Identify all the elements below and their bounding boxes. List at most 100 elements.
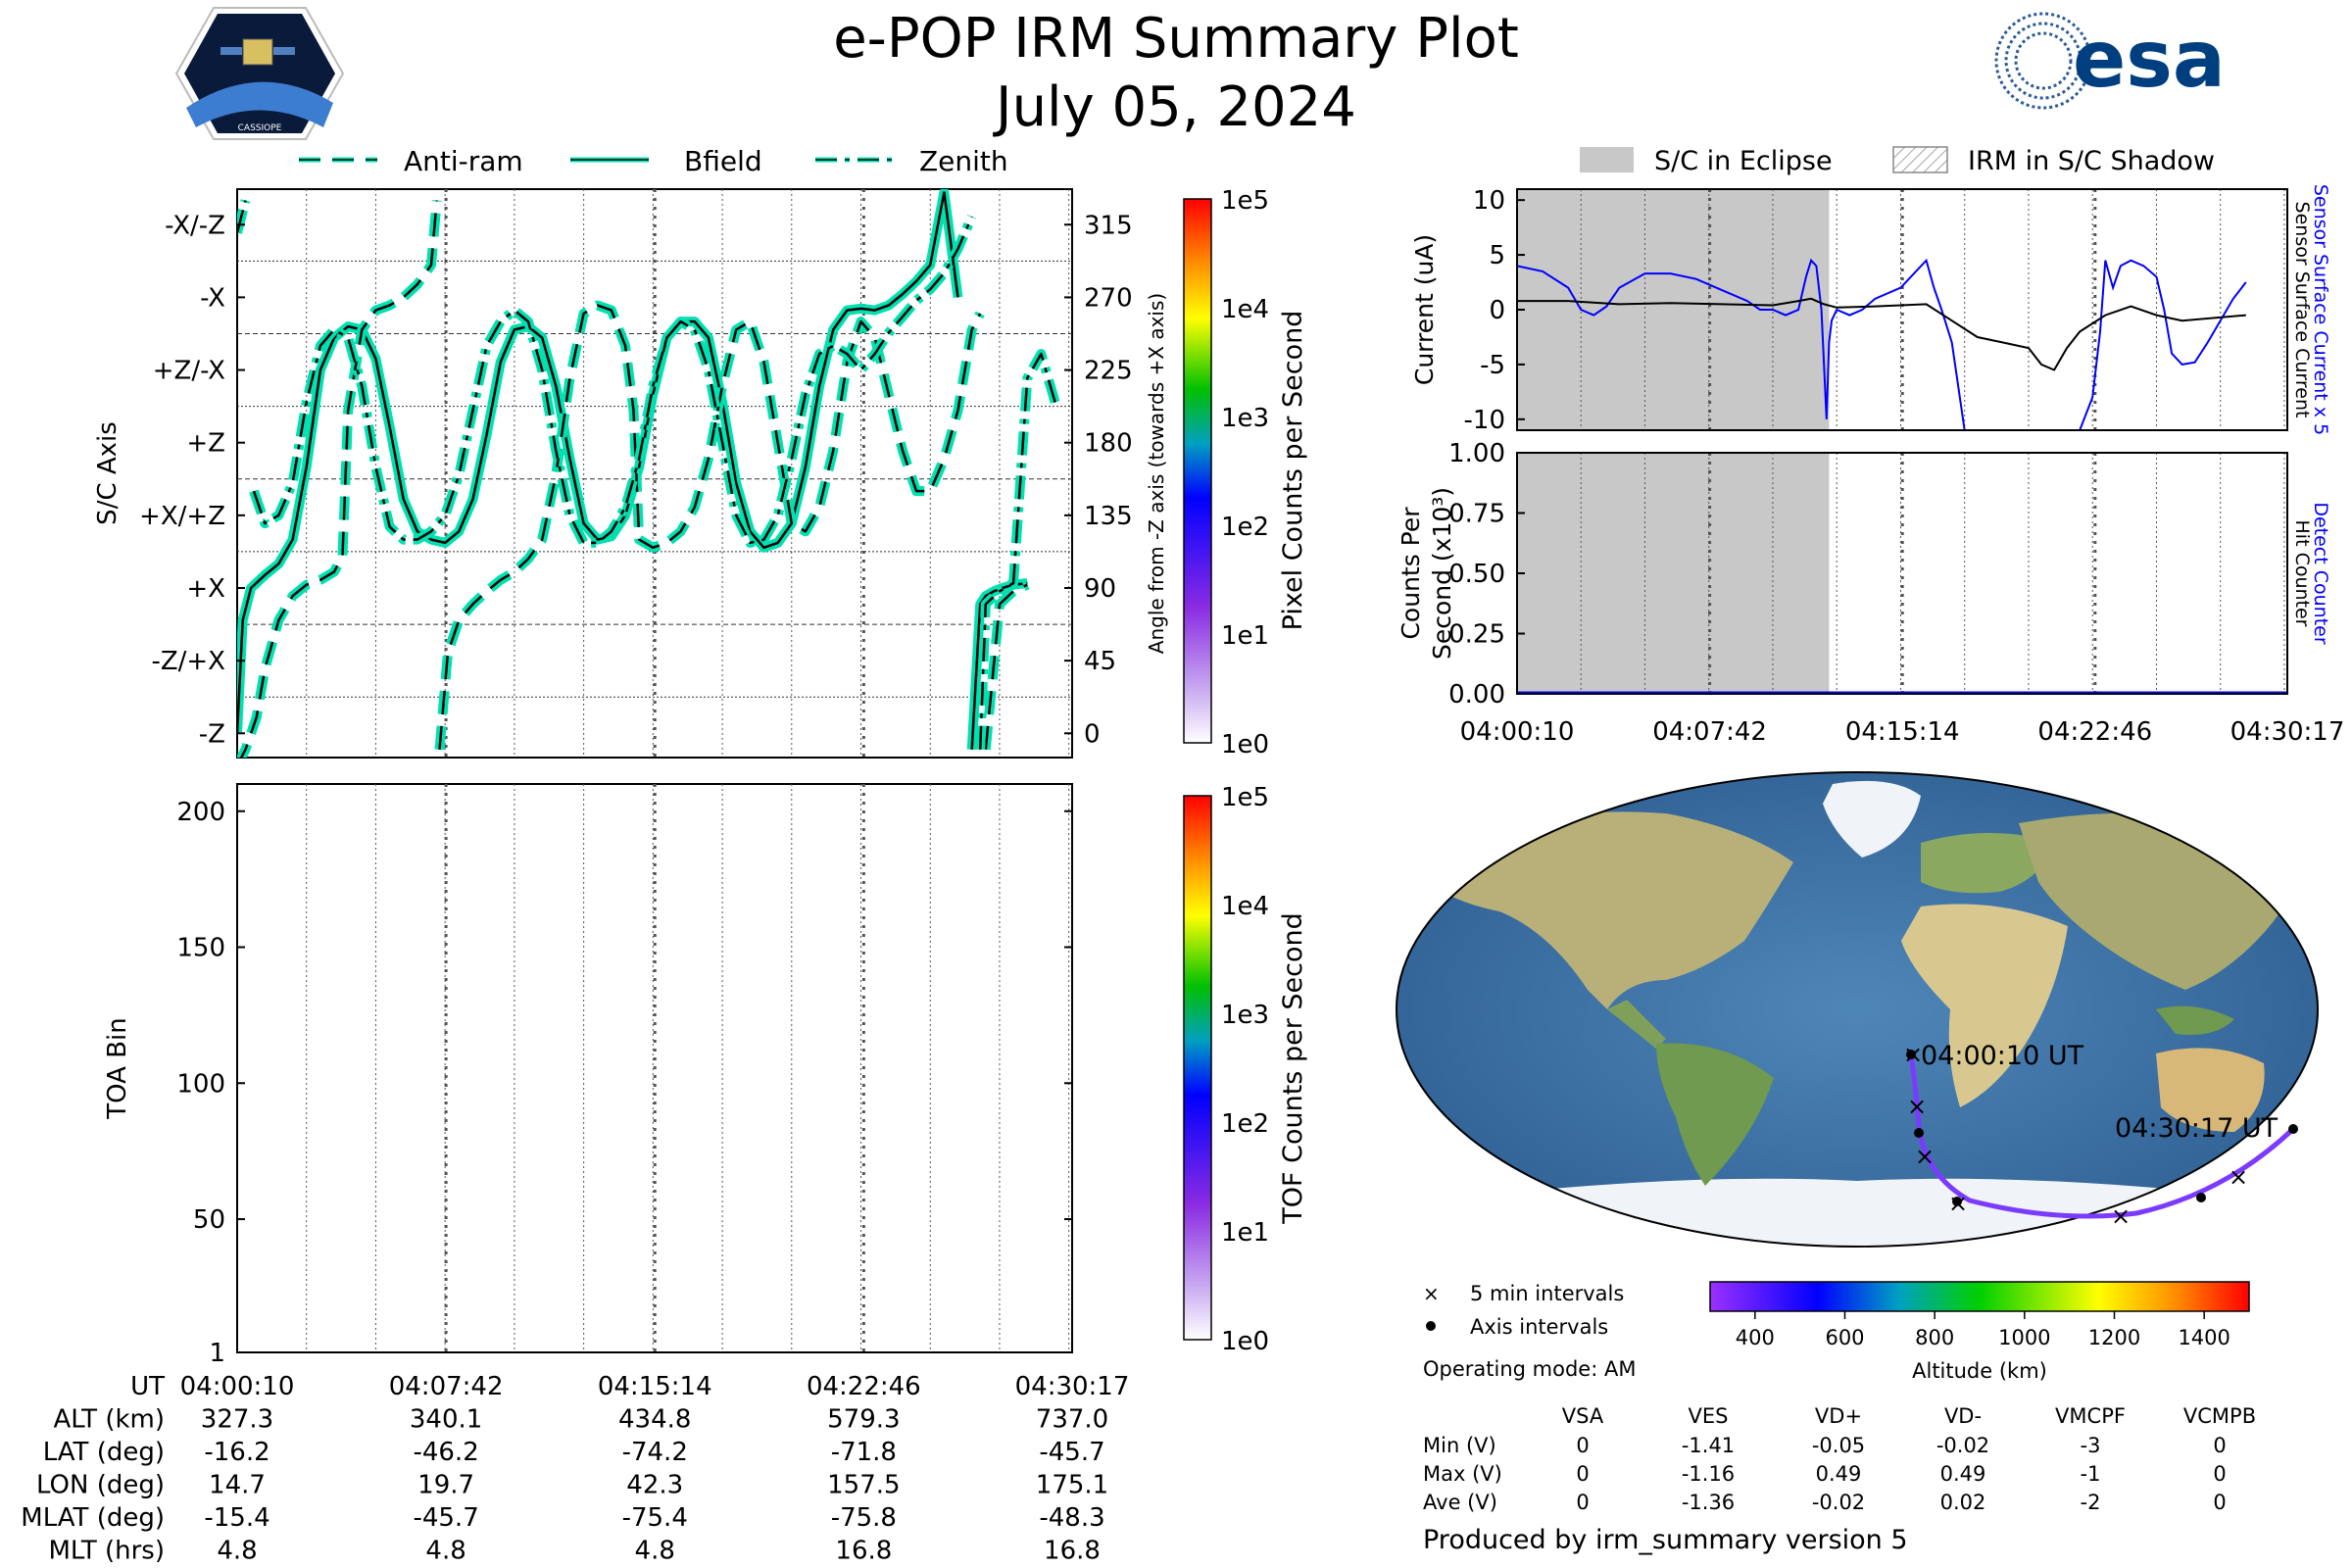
stats-cell: 0	[1576, 1491, 1589, 1514]
ephemeris-cell: 4.8	[425, 1537, 466, 1566]
counts-tick-label: 0.00	[1448, 680, 1505, 710]
axis-marker	[1914, 1128, 1924, 1138]
eclipse-region	[1517, 453, 1830, 694]
angle-tick-label: 180	[1084, 429, 1133, 459]
axis-marker	[1952, 1197, 1962, 1206]
ephemeris-cell: -75.8	[831, 1503, 897, 1533]
altitude-tick-label: 800	[1915, 1326, 1954, 1349]
ephemeris-cell: 4.8	[635, 1537, 675, 1566]
stats-cell: 0.49	[1940, 1462, 1986, 1486]
ephemeris-row-label: LON (deg)	[36, 1471, 165, 1500]
colorbar-tick-label: 1e0	[1221, 730, 1269, 760]
stats-header: VES	[1689, 1404, 1729, 1428]
stats-cell: -0.02	[1812, 1491, 1865, 1514]
stats-cell: 0.02	[1940, 1491, 1986, 1514]
angle-tick-label: 135	[1084, 502, 1133, 531]
current-tick-label: 10	[1473, 186, 1505, 216]
axis-marker	[2288, 1124, 2298, 1134]
stats-cell: 0	[1576, 1434, 1589, 1457]
ephemeris-cell: -46.2	[413, 1438, 478, 1467]
colorbar-tick-label: 1e3	[1221, 404, 1269, 433]
figure-date: July 05, 2024	[993, 75, 1356, 139]
colorbar-tick-label: 1e1	[1221, 621, 1269, 651]
altitude-colorbar: 400 600 800 1000 1200 1400 Altitude (km)	[1709, 1281, 2250, 1383]
stats-cell: -3	[2081, 1434, 2101, 1457]
sc-axis-tick-label: -X	[200, 283, 225, 313]
axis-marker	[1906, 1050, 1916, 1059]
toa-tick-label: 50	[193, 1205, 225, 1235]
footer-text: Produced by irm_summary version 5	[1423, 1525, 1908, 1555]
stats-cell: 0	[1576, 1462, 1589, 1486]
cassiope-logo: CASSIOPE	[174, 7, 345, 140]
altitude-tick-label: 600	[1825, 1326, 1864, 1349]
sc-axis-tick-label: +X/+Z	[139, 502, 225, 531]
stats-cell: -1.16	[1682, 1462, 1735, 1486]
ephemeris-cell: 737.0	[1036, 1405, 1108, 1435]
sc-axis-tick-label: +Z	[186, 429, 225, 459]
current-right-label-blue: Sensor Surface Current x 5	[2310, 184, 2331, 435]
stats-row-label: Ave (V)	[1423, 1491, 1497, 1514]
altitude-tick-label: 1000	[1998, 1326, 2050, 1349]
sc-axis-tick-label: +X	[186, 574, 225, 604]
toa-tick-label: 1	[209, 1339, 225, 1368]
angle-tick-label: 45	[1084, 647, 1116, 676]
legend-top-left: Anti-ram Bfield Zenith	[299, 145, 1008, 177]
ephemeris-row-label: LAT (deg)	[43, 1438, 165, 1467]
stats-row-label: Min (V)	[1423, 1434, 1496, 1457]
five-min-legend-marker: ×	[1423, 1282, 1440, 1305]
sc-axis-tick-label: -X/-Z	[165, 211, 225, 240]
ephemeris-cell: -16.2	[204, 1438, 270, 1467]
colorbar-tick-label: 1e3	[1221, 1001, 1269, 1030]
axis-marker	[2196, 1193, 2206, 1202]
sc-axis-tick-label: -Z	[199, 719, 225, 749]
track-markers: × × × × × ×	[1903, 1041, 2298, 1230]
counts-panel: 0.00 0.25 0.50 0.75 1.00 Counts Per Second (…	[1396, 439, 2344, 747]
sc-axis-tick-label: -Z/+X	[151, 647, 225, 676]
voltage-stats-table: VSA VES VD+ VD- VMCPF VCMPB Min (V) 0 -1.41 -0.05…	[1423, 1404, 2256, 1514]
angle-tick-label: 315	[1084, 211, 1133, 240]
tof-colorbar: 1e0 1e1 1e2 1e3 1e4 1e5 TOF Counts per Second	[1183, 783, 1308, 1356]
ephemeris-cell: 434.8	[618, 1405, 691, 1435]
legend-shadow: IRM in S/C Shadow	[1968, 146, 2215, 176]
ephemeris-cell: 04:15:14	[598, 1372, 712, 1401]
ephemeris-cell: 157.5	[827, 1471, 900, 1500]
time-tick-label: 04:07:42	[1652, 717, 1767, 747]
toa-tick-label: 200	[176, 798, 225, 827]
stats-header: VMCPF	[2055, 1404, 2126, 1428]
eclipse-region	[1517, 189, 1830, 430]
altitude-tick-label: 1400	[2178, 1326, 2230, 1349]
colorbar-tick-label: 1e2	[1221, 1109, 1269, 1139]
ephemeris-cell: 19.7	[417, 1471, 474, 1500]
time-tick-label: 04:15:14	[1845, 717, 1960, 747]
current-right-label-black: Sensor Surface Current	[2291, 202, 2313, 418]
stats-cell: -2	[2081, 1491, 2101, 1514]
stats-cell: 0	[2213, 1462, 2226, 1486]
five-min-marker: ×	[2111, 1202, 2131, 1230]
ground-track	[1908, 1054, 2295, 1219]
stats-cell: -1.41	[1682, 1434, 1735, 1457]
svg-text:Altitude (km): Altitude (km)	[1912, 1359, 2047, 1383]
colorbar-tick-label: 1e4	[1221, 892, 1269, 921]
ephemeris-cell: -45.7	[1039, 1438, 1104, 1467]
current-tick-label: 0	[1489, 296, 1505, 325]
counts-ylabel-2: Second (x10³)	[1428, 487, 1456, 660]
ephemeris-cell: 4.8	[217, 1537, 257, 1566]
five-min-marker: ×	[2229, 1163, 2248, 1191]
colorbar-tick-label: 1e4	[1221, 295, 1269, 324]
ephemeris-cell: -74.2	[622, 1438, 688, 1467]
ephemeris-cell: 42.3	[626, 1471, 683, 1500]
sc-axis-ylabel: S/C Axis	[93, 421, 122, 525]
ephemeris-row-label: MLT (hrs)	[49, 1537, 166, 1566]
angle-ylabel: Angle from -Z axis (towards +X axis)	[1145, 293, 1168, 654]
pixel-colorbar: 1e0 1e1 1e2 1e3 1e4 1e5 Pixel Counts per Seco…	[1183, 186, 1308, 760]
stats-header: VCMPB	[2183, 1404, 2256, 1428]
angle-tick-label: 0	[1084, 719, 1101, 749]
toa-ylabel: TOA Bin	[103, 1017, 132, 1119]
trace-zenith	[237, 200, 1056, 750]
track-end-label: 04:30:17 UT	[2115, 1113, 2278, 1144]
stats-header: VSA	[1562, 1404, 1604, 1428]
stats-cell: 0	[2213, 1434, 2226, 1457]
toa-tick-label: 150	[176, 934, 225, 963]
